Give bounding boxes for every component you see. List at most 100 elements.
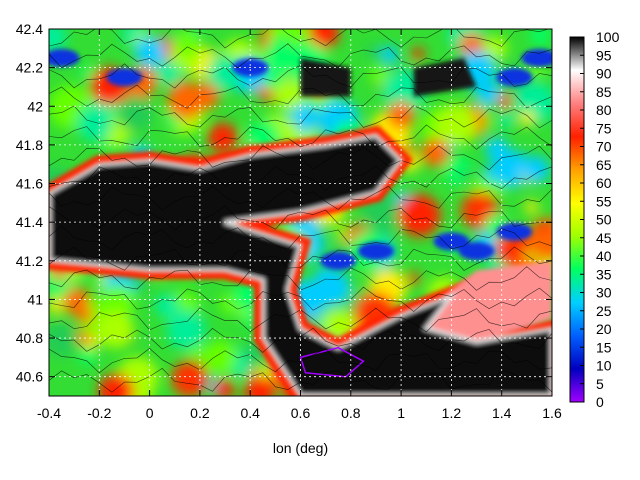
blue-patch bbox=[496, 222, 533, 241]
heat-blob bbox=[101, 284, 136, 319]
colorbar-tick-label: 65 bbox=[596, 157, 612, 173]
heat-blob bbox=[134, 36, 166, 68]
heat-blob bbox=[98, 373, 135, 396]
x-tick-label: 1 bbox=[397, 405, 405, 421]
contour-line bbox=[49, 368, 552, 393]
y-tick-label: 41.2 bbox=[16, 253, 43, 269]
contour-line bbox=[49, 205, 552, 231]
colorbar-tick-label: 95 bbox=[596, 47, 612, 63]
colorbar-tick-label: 90 bbox=[596, 66, 612, 82]
plot-area bbox=[49, 29, 552, 396]
y-axis: 40.6 40.8 41 41.2 41.4 41.6 41.8 42 42.2 42.4 bbox=[16, 21, 552, 385]
heat-blob bbox=[78, 346, 97, 365]
colorbar-tick-label: 25 bbox=[596, 303, 612, 319]
heat-blob bbox=[207, 122, 238, 153]
heat-blob bbox=[365, 43, 381, 59]
x-tick-label: -0.4 bbox=[37, 405, 61, 421]
colorbar-tick-label: 35 bbox=[596, 266, 612, 282]
heat-blob bbox=[411, 47, 425, 61]
heat-blob bbox=[76, 105, 113, 142]
heat-blob bbox=[530, 29, 551, 46]
x-tick-label: 0.8 bbox=[341, 405, 361, 421]
heat-blob bbox=[522, 155, 550, 184]
x-axis: -0.4 -0.2 0 0.2 0.4 0.6 0.8 1 1.2 1.4 1.6 bbox=[37, 29, 562, 421]
heatmap-field bbox=[49, 29, 552, 396]
heat-blob bbox=[485, 137, 509, 162]
heat-blob bbox=[421, 138, 450, 167]
heat-blob bbox=[370, 65, 390, 85]
colorbar-tick-label: 50 bbox=[596, 212, 612, 228]
colorbar-tick-label: 60 bbox=[596, 175, 612, 191]
x-tick-label: 1.4 bbox=[492, 405, 512, 421]
heat-blob bbox=[203, 340, 237, 375]
colorbar-tick-label: 0 bbox=[596, 394, 604, 410]
contour-line bbox=[49, 348, 552, 374]
y-tick-label: 42 bbox=[27, 98, 43, 114]
blue-patch bbox=[433, 232, 470, 251]
colorbar-tick-label: 70 bbox=[596, 139, 612, 155]
colorbar-tick-label: 15 bbox=[596, 339, 612, 355]
y-tick-label: 41.8 bbox=[16, 137, 43, 153]
contour-line bbox=[49, 246, 552, 271]
blue-patch bbox=[521, 48, 552, 67]
y-tick-label: 42.4 bbox=[16, 21, 43, 37]
y-tick-label: 40.6 bbox=[16, 369, 43, 385]
heat-blob bbox=[244, 376, 275, 396]
contour-line bbox=[49, 29, 550, 49]
y-tick-label: 42.2 bbox=[16, 60, 43, 76]
x-tick-label: 0.4 bbox=[240, 405, 260, 421]
heat-blob bbox=[435, 103, 477, 146]
colorbar-tick-label: 5 bbox=[596, 376, 604, 392]
heat-blob bbox=[49, 322, 79, 357]
heat-blob bbox=[407, 272, 421, 286]
heat-blob bbox=[482, 35, 508, 61]
x-axis-label: lon (deg) bbox=[273, 440, 328, 456]
heat-blob bbox=[525, 200, 539, 214]
colorbar-tick-label: 55 bbox=[596, 193, 612, 209]
heat-blob bbox=[519, 110, 535, 127]
heat-blob bbox=[498, 111, 515, 128]
heat-blob bbox=[172, 30, 199, 57]
colorbar-tick-label: 10 bbox=[596, 358, 612, 374]
blue-patch bbox=[106, 68, 143, 87]
heat-blob bbox=[460, 169, 474, 182]
x-tick-label: 0.2 bbox=[190, 405, 210, 421]
heat-blob bbox=[277, 119, 299, 141]
colorbar: 0 5 10 15 20 25 30 35 40 45 50 55 60 65 70 75 80 85 90 95 10… bbox=[569, 29, 620, 410]
heat-blob bbox=[49, 29, 67, 53]
x-tick-label: 1.6 bbox=[542, 405, 562, 421]
purple-contour bbox=[299, 346, 365, 378]
heat-blob bbox=[536, 220, 549, 233]
heat-blob bbox=[166, 310, 206, 350]
colorbar-tick-label: 30 bbox=[596, 285, 612, 301]
y-tick-label: 40.8 bbox=[16, 330, 43, 346]
contour-line bbox=[49, 145, 552, 171]
contour-line bbox=[49, 124, 552, 150]
colorbar-tick-label: 45 bbox=[596, 230, 612, 246]
heat-blob bbox=[49, 298, 64, 314]
heat-blob bbox=[136, 277, 150, 291]
heat-blob bbox=[263, 38, 297, 72]
heat-blob bbox=[497, 95, 512, 110]
heat-core bbox=[49, 58, 552, 396]
heat-blob bbox=[96, 310, 135, 349]
heat-blob bbox=[167, 81, 206, 120]
colorbar-tick-label: 40 bbox=[596, 248, 612, 264]
colorbar-tick-label: 20 bbox=[596, 321, 612, 337]
heat-blob bbox=[380, 45, 399, 64]
heat-blob bbox=[257, 363, 273, 379]
colorbar-tick-label: 80 bbox=[596, 102, 612, 118]
blue-patch bbox=[496, 68, 533, 87]
blue-patch bbox=[357, 242, 394, 261]
y-tick-label: 41.6 bbox=[16, 176, 43, 192]
x-tick-label: 1.2 bbox=[442, 405, 462, 421]
y-tick-label: 41.4 bbox=[16, 214, 43, 230]
colorbar-tick-label: 100 bbox=[596, 29, 620, 45]
contour-line bbox=[49, 286, 552, 312]
heat-blob bbox=[80, 65, 96, 80]
x-tick-label: 0.6 bbox=[291, 405, 311, 421]
grid bbox=[49, 29, 552, 396]
heat-blob bbox=[274, 79, 305, 111]
blue-patches bbox=[49, 48, 552, 270]
